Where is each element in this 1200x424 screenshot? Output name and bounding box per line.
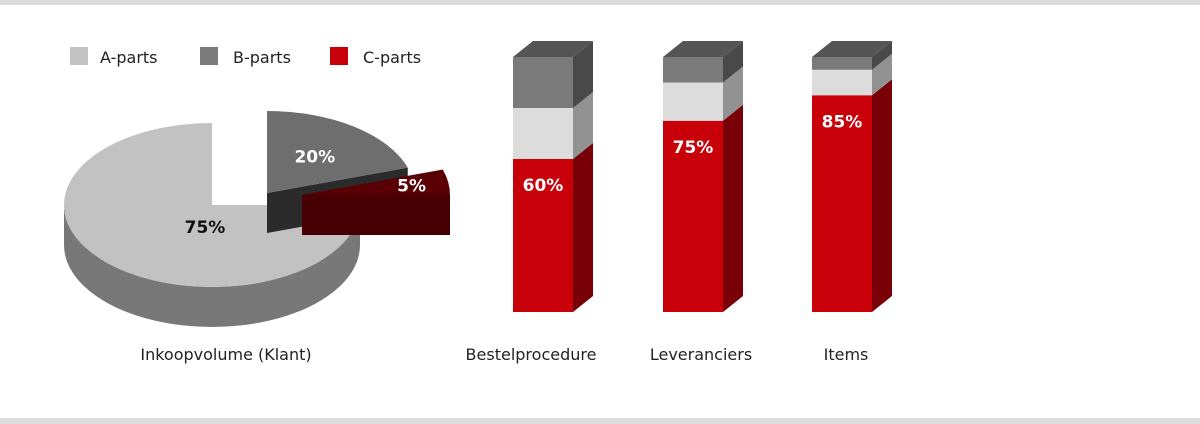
bar-stack-leveranciers: 75% [663,41,743,312]
bar-category-label-bestelprocedure: Bestelprocedure [466,345,597,364]
pie-category-label: Inkoopvolume (Klant) [140,345,311,364]
legend: A-parts B-parts C-parts [70,47,421,67]
stacked-bar-chart: 60% 75% 85% [513,41,892,312]
bar-segment-side-leveranciers-a-parts [723,66,743,121]
top-divider [0,0,1200,5]
pie-label-a-parts: 75% [185,218,226,238]
pie-label-c-parts: 5% [397,176,426,196]
bar-stack-bestelprocedure: 60% [513,41,593,312]
bar-category-label-items: Items [824,345,869,364]
bottom-divider [0,418,1200,424]
bar-top-cap-items [812,41,892,57]
pie-slice-top-a-parts [64,123,360,287]
bar-segment-side-leveranciers-b-parts [723,41,743,83]
pie-chart: 75% 20% 5% [64,111,450,327]
legend-label-b-parts: B-parts [233,48,291,67]
bar-stack-items: 85% [812,41,892,312]
bar-segment-leveranciers-b-parts [663,57,723,83]
legend-swatch-a-parts [70,47,88,65]
bar-segment-side-items-b-parts [872,41,892,70]
bar-segment-items-b-parts [812,57,872,70]
pie-slice-side-a-parts [64,205,360,327]
bar-value-label-items: 85% [822,112,863,132]
pie-slice-top-b-parts [267,111,408,193]
bar-segment-items-c-parts [812,95,872,312]
bar-segment-side-bestelprocedure-b-parts [573,41,593,108]
bar-segment-items-a-parts [812,69,872,96]
bar-value-label-bestelprocedure: 60% [523,176,564,196]
pie-label-b-parts: 20% [294,148,335,168]
pie-slice-wall-c-parts [302,195,450,235]
bar-top-cap-leveranciers [663,41,743,57]
bar-segment-side-bestelprocedure-c-parts [573,143,593,312]
legend-swatch-c-parts [330,47,348,65]
bar-segment-bestelprocedure-a-parts [513,108,573,159]
bar-segment-leveranciers-a-parts [663,82,723,121]
bar-value-label-leveranciers: 75% [673,138,714,158]
bar-segment-side-items-a-parts [872,53,892,96]
pie-slice-c-parts: 5% [302,169,450,235]
legend-label-a-parts: A-parts [100,48,158,67]
pie-slice-a-parts: 75% [64,123,360,327]
bar-segment-side-items-c-parts [872,79,892,312]
pie-slice-top-c-parts [302,169,450,195]
legend-label-c-parts: C-parts [363,48,421,67]
bar-top-cap-bestelprocedure [513,41,593,57]
bar-segment-bestelprocedure-c-parts [513,159,573,312]
legend-swatch-b-parts [200,47,218,65]
bar-segment-leveranciers-c-parts [663,120,723,312]
bar-segment-side-bestelprocedure-a-parts [573,92,593,159]
bar-segment-side-leveranciers-c-parts [723,104,743,312]
bar-segment-bestelprocedure-b-parts [513,57,573,108]
bar-category-label-leveranciers: Leveranciers [650,345,752,364]
